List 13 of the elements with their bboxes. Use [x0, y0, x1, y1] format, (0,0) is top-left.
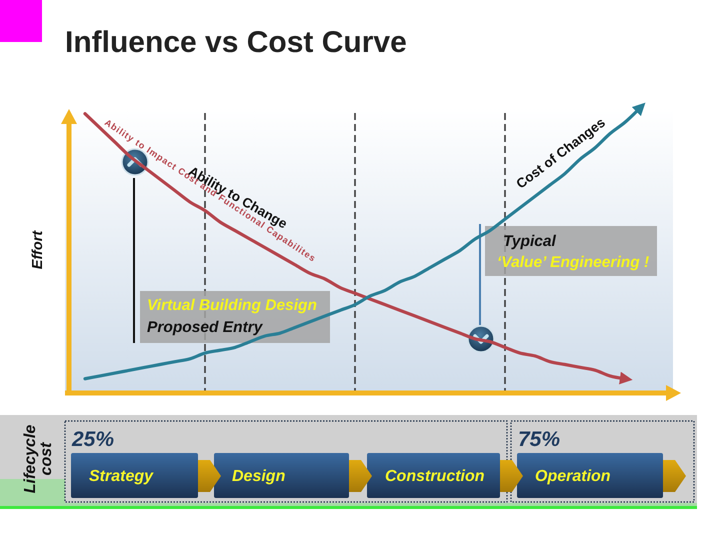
- category-label: Strategy: [89, 468, 154, 485]
- annotation: ‘Value’ Engineering !: [497, 254, 650, 271]
- category-label: Design: [232, 468, 286, 485]
- text: 75%: [518, 428, 560, 451]
- text: 25%: [71, 428, 114, 451]
- annotation: Proposed Entry: [147, 319, 264, 336]
- category-label: Construction: [385, 468, 485, 485]
- category-label: Operation: [535, 468, 611, 485]
- annotation: Virtual Building Design: [147, 297, 317, 314]
- y-axis-title: Effort: [30, 230, 46, 270]
- text: Lifecycle cost: [22, 424, 55, 494]
- annotation: Typical: [503, 233, 557, 250]
- chart-title: Influence vs Cost Curve: [65, 26, 407, 59]
